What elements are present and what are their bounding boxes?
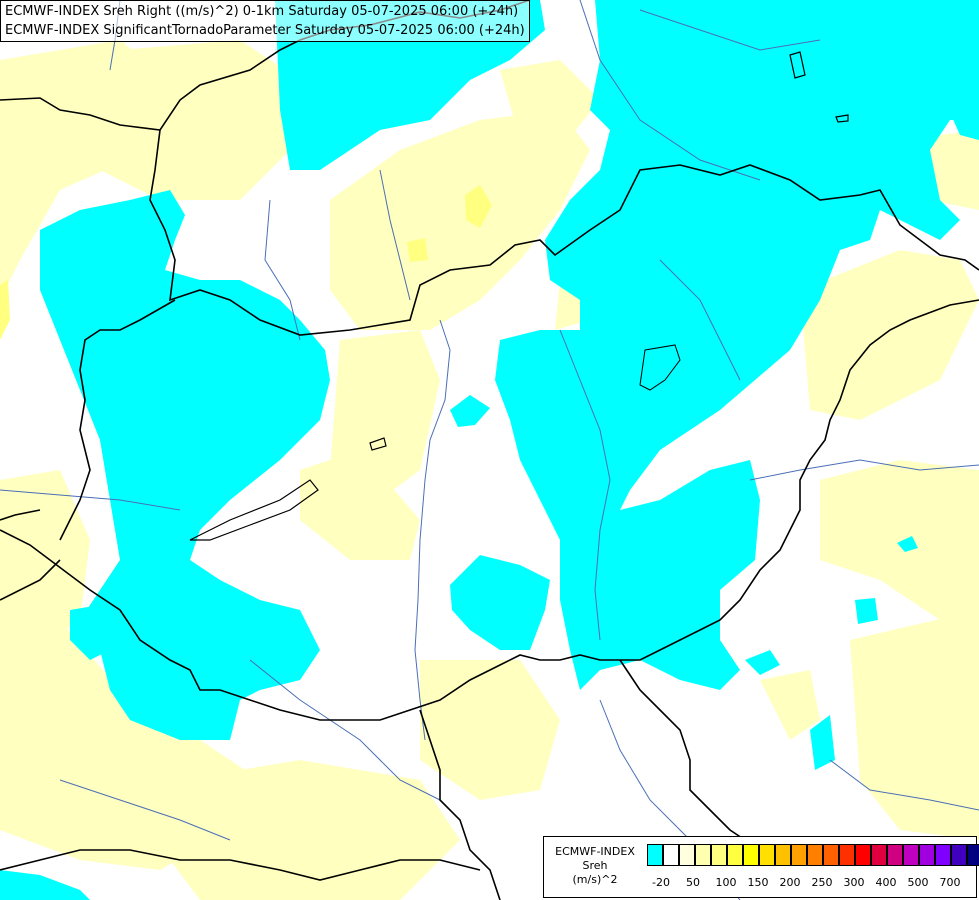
legend-swatch: [871, 844, 887, 866]
legend-color-bar: [647, 844, 979, 866]
legend-swatch: [775, 844, 791, 866]
legend-title: ECMWF-INDEX Sreh (m/s)^2: [548, 845, 642, 887]
header-title-stp: ECMWF-INDEX SignificantTornadoParameter …: [5, 23, 525, 38]
legend-swatch: [839, 844, 855, 866]
sreh-medium-spots: [0, 185, 492, 340]
legend-swatch: [903, 844, 919, 866]
legend-swatch: [951, 844, 967, 866]
legend-label: 300: [843, 876, 865, 889]
legend-label: 50: [686, 876, 700, 889]
lakes: [189, 51, 849, 541]
legend-title-parameter: Sreh: [582, 859, 608, 872]
legend-label: 400: [875, 876, 897, 889]
legend-label: 150: [747, 876, 769, 889]
map-header: ECMWF-INDEX Sreh Right ((m/s)^2) 0-1km S…: [0, 0, 530, 42]
legend-label: 250: [811, 876, 833, 889]
legend-swatch: [967, 844, 979, 866]
legend-label: 200: [779, 876, 801, 889]
legend-label: 100: [715, 876, 737, 889]
legend-label: -20: [652, 876, 670, 889]
legend-swatch: [663, 844, 679, 866]
legend-swatch: [679, 844, 695, 866]
legend-swatch: [791, 844, 807, 866]
legend-title-unit: (m/s)^2: [572, 873, 618, 886]
legend-swatch: [647, 844, 663, 866]
legend-swatch: [887, 844, 903, 866]
legend-title-source: ECMWF-INDEX: [555, 845, 635, 858]
legend-swatch: [743, 844, 759, 866]
legend-swatch: [807, 844, 823, 866]
sreh-low-regions: [0, 40, 979, 900]
legend-label: 500: [907, 876, 929, 889]
legend-swatch: [919, 844, 935, 866]
legend-swatch: [759, 844, 775, 866]
legend-swatch: [695, 844, 711, 866]
legend-swatch: [711, 844, 727, 866]
legend-swatch: [855, 844, 871, 866]
header-title-sreh: ECMWF-INDEX Sreh Right ((m/s)^2) 0-1km S…: [5, 4, 519, 19]
legend-swatch: [935, 844, 951, 866]
legend-label: 700: [939, 876, 961, 889]
legend-swatch: [823, 844, 839, 866]
color-legend: ECMWF-INDEX Sreh (m/s)^2 -20 50 100 150 200 2…: [543, 836, 979, 898]
legend-swatch: [727, 844, 743, 866]
tornado-parameter-contour: [639, 344, 681, 391]
